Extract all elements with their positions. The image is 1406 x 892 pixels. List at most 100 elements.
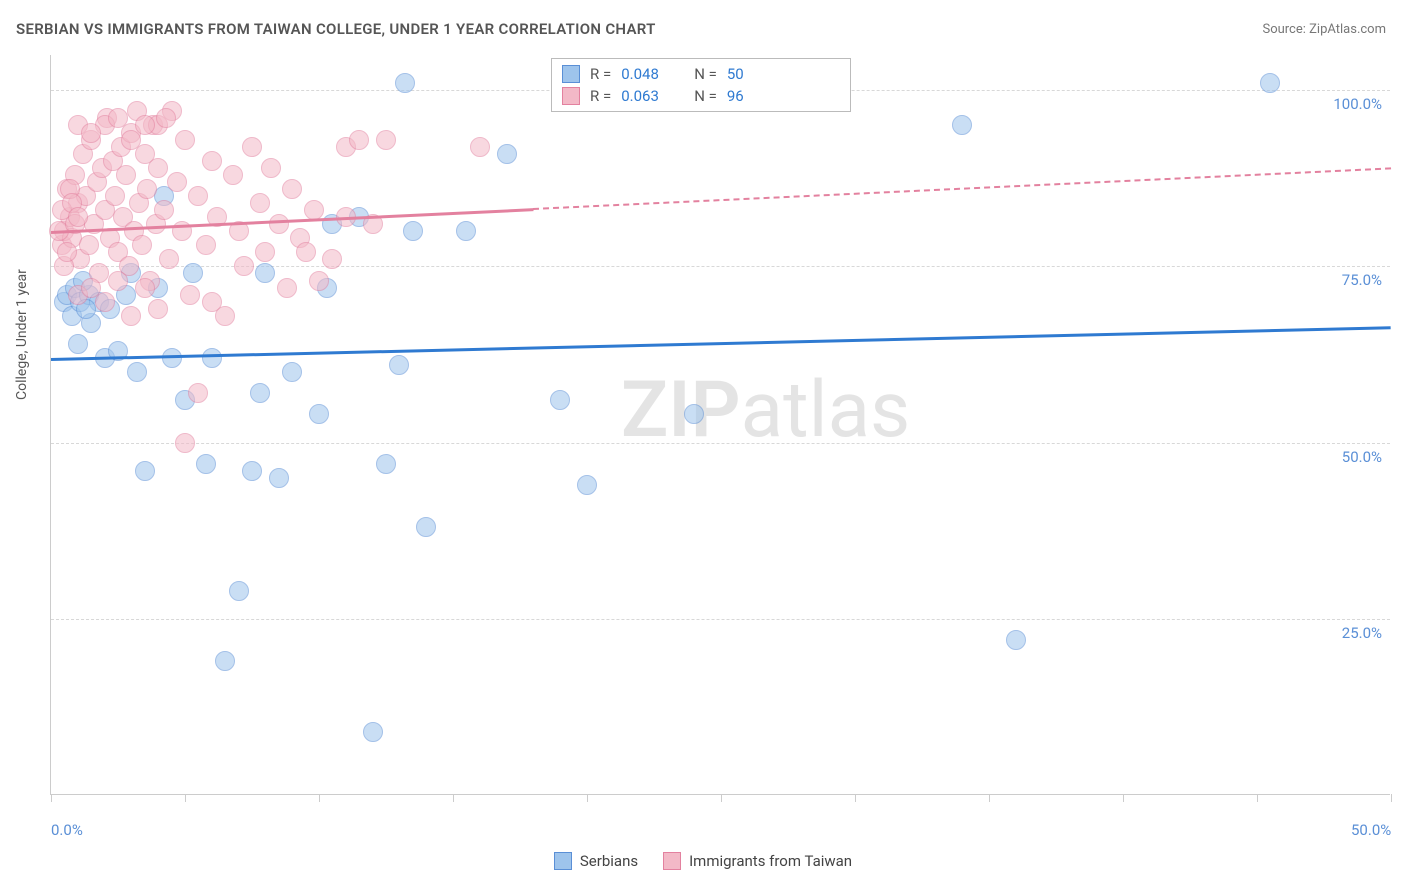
data-point (159, 249, 179, 269)
data-point (127, 362, 147, 382)
gridline (51, 443, 1390, 444)
gridline (51, 619, 1390, 620)
data-point (497, 144, 517, 164)
data-point (322, 249, 342, 269)
data-point (389, 355, 409, 375)
n-label: N = (694, 65, 717, 83)
data-point (188, 186, 208, 206)
data-point (108, 108, 128, 128)
data-point (229, 581, 249, 601)
data-point (154, 200, 174, 220)
x-tick (1257, 794, 1258, 802)
x-tick (855, 794, 856, 802)
data-point (156, 108, 176, 128)
legend-bottom: Serbians Immigrants from Taiwan (0, 852, 1406, 870)
data-point (550, 390, 570, 410)
data-point (135, 461, 155, 481)
data-point (196, 235, 216, 255)
data-point (105, 186, 125, 206)
data-point (162, 348, 182, 368)
x-tick (721, 794, 722, 802)
data-point (349, 130, 369, 150)
x-tick (51, 794, 52, 802)
data-point (250, 193, 270, 213)
n-value: 50 (727, 65, 744, 83)
data-point (121, 306, 141, 326)
data-point (282, 179, 302, 199)
data-point (57, 242, 77, 262)
data-point (135, 278, 155, 298)
data-point (376, 130, 396, 150)
data-point (167, 172, 187, 192)
y-tick-label: 25.0% (1342, 624, 1382, 642)
source-attribution: Source: ZipAtlas.com (1262, 22, 1386, 37)
swatch-icon (663, 852, 681, 870)
data-point (684, 404, 704, 424)
x-tick (453, 794, 454, 802)
n-value: 96 (727, 87, 744, 105)
data-point (242, 461, 262, 481)
data-point (95, 292, 115, 312)
y-tick-label: 75.0% (1342, 271, 1382, 289)
stats-row: R = 0.063 N = 96 (562, 85, 840, 107)
r-value: 0.063 (621, 87, 676, 105)
data-point (456, 221, 476, 241)
data-point (137, 179, 157, 199)
x-tick (319, 794, 320, 802)
data-point (255, 242, 275, 262)
data-point (282, 362, 302, 382)
chart-title: SERBIAN VS IMMIGRANTS FROM TAIWAN COLLEG… (16, 20, 656, 38)
data-point (269, 468, 289, 488)
data-point (196, 454, 216, 474)
data-point (395, 73, 415, 93)
data-point (296, 242, 316, 262)
data-point (416, 517, 436, 537)
data-point (250, 383, 270, 403)
data-point (376, 454, 396, 474)
swatch-icon (562, 87, 580, 105)
legend-item-taiwan: Immigrants from Taiwan (663, 852, 852, 870)
x-tick-label: 0.0% (51, 821, 83, 839)
y-tick-label: 100.0% (1333, 95, 1382, 113)
data-point (470, 137, 490, 157)
data-point (135, 115, 155, 135)
legend-item-serbians: Serbians (554, 852, 638, 870)
x-tick-label: 50.0% (1351, 821, 1391, 839)
data-point (223, 165, 243, 185)
swatch-icon (554, 852, 572, 870)
data-point (68, 207, 88, 227)
data-point (242, 137, 262, 157)
data-point (68, 334, 88, 354)
stats-row: R = 0.048 N = 50 (562, 63, 840, 85)
data-point (148, 299, 168, 319)
data-point (183, 263, 203, 283)
stats-legend: R = 0.048 N = 50 R = 0.063 N = 96 (551, 58, 851, 112)
data-point (175, 433, 195, 453)
data-point (108, 271, 128, 291)
x-tick (1123, 794, 1124, 802)
data-point (363, 722, 383, 742)
n-label: N = (694, 87, 717, 105)
data-point (116, 165, 136, 185)
y-tick-label: 50.0% (1342, 448, 1382, 466)
data-point (952, 115, 972, 135)
data-point (1260, 73, 1280, 93)
data-point (577, 475, 597, 495)
data-point (277, 278, 297, 298)
data-point (309, 404, 329, 424)
data-point (188, 383, 208, 403)
swatch-icon (562, 65, 580, 83)
data-point (79, 235, 99, 255)
x-tick (1391, 794, 1392, 802)
data-point (269, 214, 289, 234)
data-point (180, 285, 200, 305)
data-point (255, 263, 275, 283)
r-label: R = (590, 65, 611, 83)
trendline (51, 326, 1391, 360)
x-tick (989, 794, 990, 802)
r-label: R = (590, 87, 611, 105)
r-value: 0.048 (621, 65, 676, 83)
data-point (202, 348, 222, 368)
data-point (175, 130, 195, 150)
data-point (261, 158, 281, 178)
